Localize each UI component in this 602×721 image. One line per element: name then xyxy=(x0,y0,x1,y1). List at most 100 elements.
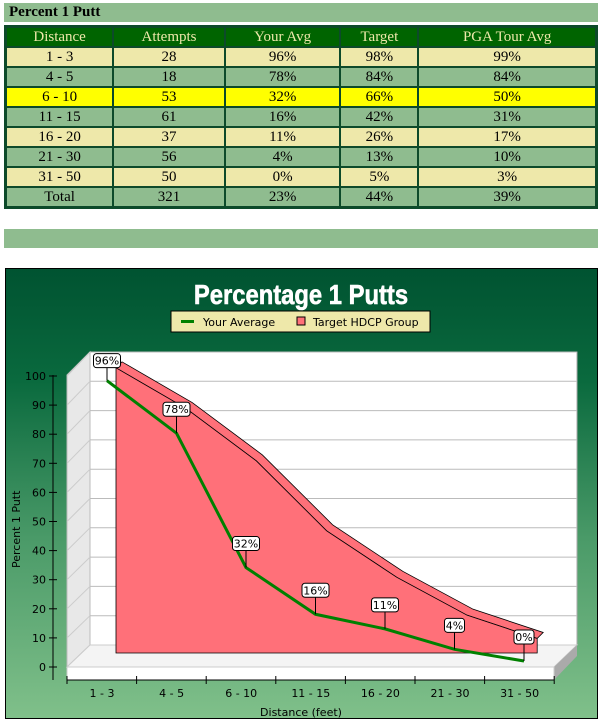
legend-line-icon xyxy=(181,320,194,323)
y-tick-label: 40 xyxy=(32,545,46,558)
table-cell: 1 - 3 xyxy=(4,46,115,68)
data-label-box xyxy=(444,617,465,633)
y-tick-label: 20 xyxy=(32,603,46,616)
table-cell: 10% xyxy=(417,146,598,168)
table-cell: 99% xyxy=(417,46,598,68)
legend-label: Target HDCP Group xyxy=(312,316,419,329)
data-label-box xyxy=(301,582,330,598)
x-tick-label: 1 - 3 xyxy=(90,687,115,700)
table-row: 31 - 50 50 0% 5% 3% xyxy=(4,166,598,188)
table-cell: 32% xyxy=(223,86,342,108)
table-cell: 21 - 30 xyxy=(4,146,115,168)
data-label-box xyxy=(93,353,121,369)
x-tick-label: 11 - 15 xyxy=(291,687,330,700)
data-label: 32% xyxy=(234,538,258,551)
x-tick-label: 6 - 10 xyxy=(225,687,257,700)
table-cell: 16 - 20 xyxy=(4,126,115,148)
y-tick-label: 30 xyxy=(32,574,46,587)
table-row: 1 - 3 28 96% 98% 99% xyxy=(4,46,598,68)
table-cell: 53 xyxy=(112,86,226,108)
column-header: PGA Tour Avg xyxy=(417,25,598,48)
x-tick-label: 31 - 50 xyxy=(500,687,539,700)
x-tick-label: 4 - 5 xyxy=(159,687,184,700)
data-label-box xyxy=(162,401,191,417)
table-row: 11 - 15 61 16% 42% 31% xyxy=(4,106,598,128)
x-tick-label: 16 - 20 xyxy=(361,687,400,700)
table-cell: 0% xyxy=(223,166,342,188)
gridline xyxy=(66,586,91,610)
gridline xyxy=(66,556,91,581)
y-tick-label: 90 xyxy=(32,399,46,412)
gridline xyxy=(66,527,91,551)
table-cell: 61 xyxy=(112,106,226,128)
data-label-box xyxy=(513,629,535,645)
table-cell: 6 - 10 xyxy=(4,86,115,108)
table-cell: 5% xyxy=(339,166,420,188)
table-cell: 31 - 50 xyxy=(4,166,115,188)
gridline xyxy=(66,439,91,464)
y-tick-label: 0 xyxy=(39,661,46,674)
table-row: 16 - 20 37 11% 26% 17% xyxy=(4,126,598,148)
y-tick-label: 60 xyxy=(32,486,46,499)
section-title: Percent 1 Putt xyxy=(4,3,598,22)
table-cell: 44% xyxy=(339,186,420,209)
chart-title: Percentage 1 Putts xyxy=(194,278,408,310)
table-cell: 16% xyxy=(223,106,342,128)
table-cell: 4% xyxy=(223,146,342,168)
putt-table: Distance Attempts Your Avg Target PGA Tour A… xyxy=(4,25,598,209)
gridline xyxy=(66,498,91,522)
y-tick-label: 50 xyxy=(32,516,46,529)
table-row: 6 - 10 53 32% 66% 50% xyxy=(4,86,598,108)
y-tick-label: 100 xyxy=(25,370,46,383)
table-cell: 50% xyxy=(417,86,598,108)
x-axis-label: Distance (feet) xyxy=(260,706,342,719)
x-tick-label: 21 - 30 xyxy=(431,687,470,700)
data-label: 78% xyxy=(164,403,188,416)
target-area xyxy=(115,367,538,654)
y-tick-label: 80 xyxy=(32,428,46,441)
data-label: 11% xyxy=(373,599,397,612)
floor-side xyxy=(554,645,577,680)
total-row: Total 321 23% 44% 39% xyxy=(4,186,598,209)
table-cell: Total xyxy=(4,186,115,209)
table-cell: 78% xyxy=(223,66,342,88)
data-label: 0% xyxy=(515,631,532,644)
table-cell: 23% xyxy=(223,186,342,209)
table-cell: 321 xyxy=(112,186,226,209)
table-cell: 3% xyxy=(417,166,598,188)
data-label: 4% xyxy=(446,619,463,632)
table-cell: 96% xyxy=(223,46,342,68)
y-axis-label: Percent 1 Putt xyxy=(10,490,23,568)
gridline xyxy=(66,380,91,406)
data-label: 96% xyxy=(95,355,119,368)
table-cell: 18 xyxy=(112,66,226,88)
gridline xyxy=(66,615,91,639)
table-cell: 56 xyxy=(112,146,226,168)
floor-front xyxy=(66,666,555,681)
table-cell: 98% xyxy=(339,46,420,68)
table-cell: 39% xyxy=(417,186,598,209)
table-cell: 66% xyxy=(339,86,420,108)
table-cell: 31% xyxy=(417,106,598,128)
data-label-box xyxy=(371,597,399,613)
table-cell: 50 xyxy=(112,166,226,188)
table-row: 4 - 5 18 78% 84% 84% xyxy=(4,66,598,88)
table-cell: 84% xyxy=(417,66,598,88)
data-label-box xyxy=(232,536,260,552)
table-cell: 4 - 5 xyxy=(4,66,115,88)
table-cell: 11 - 15 xyxy=(4,106,115,128)
table-footer-bar xyxy=(4,229,598,248)
table-cell: 42% xyxy=(339,106,420,128)
table-cell: 11% xyxy=(223,126,342,148)
gridline xyxy=(66,351,91,377)
gridline xyxy=(66,410,91,435)
legend-square-icon xyxy=(296,316,306,326)
gridline xyxy=(66,468,91,493)
table-cell: 28 xyxy=(112,46,226,68)
table-row: 21 - 30 56 4% 13% 10% xyxy=(4,146,598,168)
table-cell: 37 xyxy=(112,126,226,148)
y-tick-label: 10 xyxy=(32,632,46,645)
table-cell: 26% xyxy=(339,126,420,148)
table-cell: 84% xyxy=(339,66,420,88)
